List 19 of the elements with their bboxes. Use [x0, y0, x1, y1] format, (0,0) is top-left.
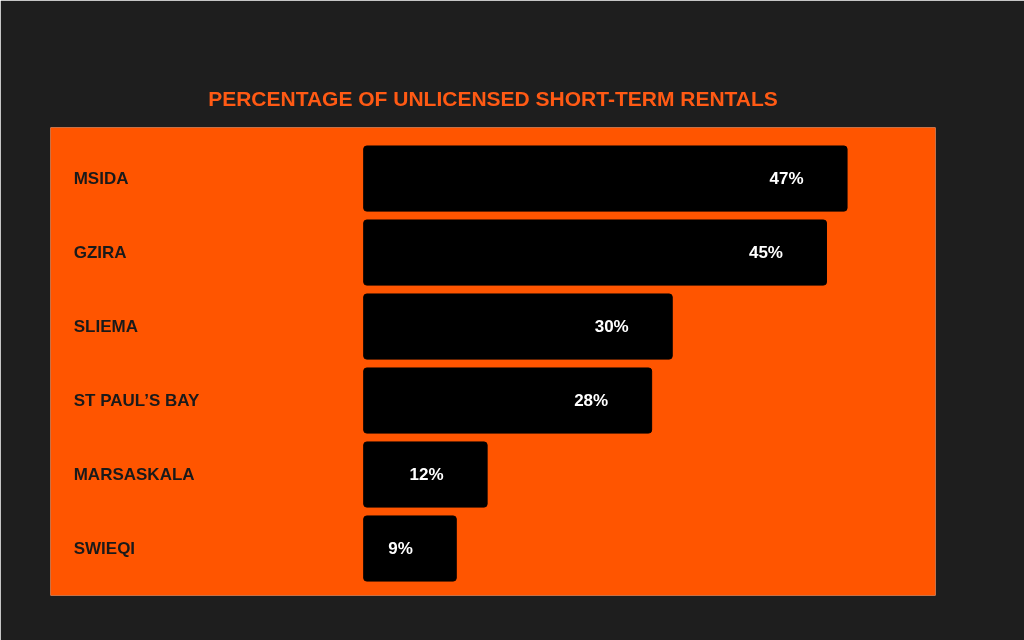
data-label: 45% [748, 243, 783, 263]
data-label: 12% [409, 465, 444, 485]
y-tick-label: SLIEMA [73, 317, 138, 337]
data-label: 47% [769, 169, 804, 189]
chart-title: PERCENTAGE OF UNLICENSED SHORT-TERM RENTALS [208, 87, 778, 110]
data-label: 30% [594, 317, 629, 337]
bar [363, 515, 457, 582]
data-label: 28% [574, 391, 609, 411]
data-label: 9% [388, 539, 413, 559]
y-tick-label: MSIDA [73, 169, 129, 189]
bar [363, 219, 827, 286]
bar [363, 441, 488, 508]
y-tick-label: MARSASKALA [73, 465, 195, 485]
bar [363, 145, 848, 212]
bar [363, 367, 653, 434]
y-tick-label: GZIRA [73, 243, 127, 263]
y-tick-label: ST PAUL’S BAY [73, 391, 200, 411]
y-tick-label: SWIEQI [73, 539, 136, 559]
bar [363, 293, 673, 360]
